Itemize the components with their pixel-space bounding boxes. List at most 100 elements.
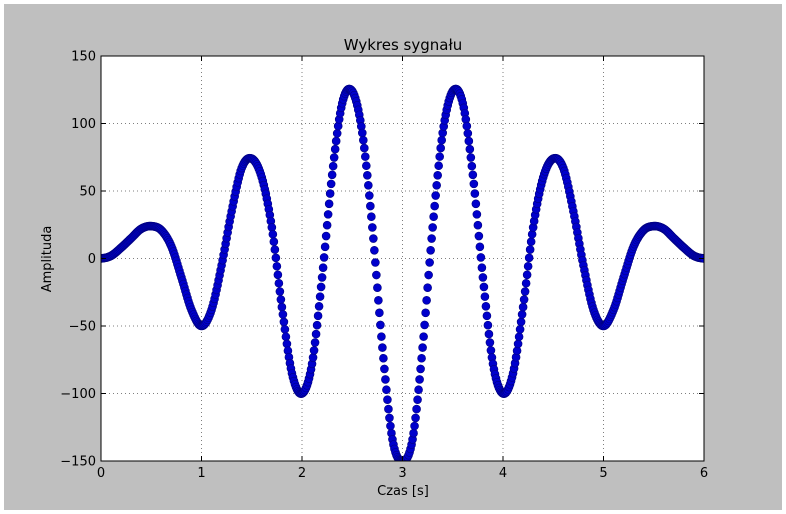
data-point	[476, 253, 486, 262]
data-point	[369, 234, 378, 243]
x-tick-label: 6	[700, 466, 708, 481]
data-point	[482, 311, 492, 321]
data-point	[410, 421, 419, 431]
data-point	[371, 258, 380, 267]
data-point	[376, 320, 385, 330]
data-point	[524, 253, 534, 263]
data-point	[525, 245, 535, 254]
data-point	[418, 343, 427, 352]
data-point	[357, 128, 367, 138]
data-point	[325, 189, 335, 198]
data-point	[313, 311, 323, 321]
data-point	[274, 278, 284, 288]
data-point	[465, 144, 475, 154]
data-point	[279, 317, 289, 327]
data-point	[322, 220, 332, 230]
y-tick-label: 50	[79, 185, 96, 200]
data-point	[526, 237, 536, 246]
y-tick-label: 0	[88, 252, 96, 267]
data-point	[276, 295, 286, 304]
data-point	[479, 282, 489, 292]
data-point	[309, 346, 319, 355]
data-point	[273, 270, 283, 280]
data-point	[319, 253, 329, 262]
data-point	[374, 296, 383, 305]
data-point	[312, 320, 322, 330]
data-point	[275, 287, 285, 296]
data-point	[474, 231, 484, 241]
data-point	[475, 242, 485, 252]
data-point	[463, 129, 473, 138]
data-point	[409, 428, 418, 438]
data-point	[437, 135, 447, 145]
data-point	[321, 231, 331, 241]
data-point	[472, 210, 482, 219]
data-point	[280, 325, 290, 334]
data-point	[434, 161, 443, 171]
data-point	[481, 301, 491, 311]
data-point	[365, 191, 374, 200]
data-point	[314, 301, 324, 311]
data-point	[330, 144, 340, 154]
data-point	[370, 245, 379, 255]
y-tick-label: −50	[69, 320, 96, 335]
x-tick-label: 5	[599, 466, 607, 481]
data-point	[519, 295, 529, 304]
data-point	[426, 245, 435, 255]
y-tick-label: 100	[71, 117, 96, 132]
data-point	[523, 261, 533, 271]
y-axis-label: Amplituda	[40, 226, 55, 293]
data-point	[462, 121, 472, 131]
data-point	[360, 143, 369, 153]
data-point	[324, 199, 334, 209]
data-point	[372, 270, 381, 280]
data-point	[329, 153, 339, 162]
data-point	[468, 170, 478, 180]
data-point	[332, 129, 342, 138]
data-point	[384, 404, 393, 414]
data-point	[420, 320, 429, 330]
data-point	[436, 143, 445, 153]
data-point	[382, 385, 391, 395]
data-point	[419, 332, 428, 341]
data-point	[271, 253, 281, 263]
data-point	[320, 242, 330, 252]
data-point	[361, 152, 370, 161]
data-point	[270, 245, 280, 254]
data-point	[331, 136, 341, 146]
data-point	[422, 296, 431, 305]
y-tick-label: −100	[60, 387, 96, 402]
data-point	[423, 283, 432, 292]
axis-ticks	[100, 55, 705, 462]
data-point	[379, 353, 388, 363]
data-point	[466, 153, 476, 162]
data-point	[480, 292, 490, 301]
data-point	[425, 258, 434, 267]
data-points	[101, 84, 704, 461]
data-point	[381, 375, 390, 384]
data-point	[378, 343, 387, 352]
data-point	[375, 308, 384, 318]
data-point	[515, 325, 525, 334]
x-tick-label: 0	[97, 466, 105, 481]
data-point	[514, 332, 524, 342]
data-point	[485, 338, 495, 347]
y-tick-label: −150	[60, 455, 96, 470]
data-point	[367, 212, 376, 222]
data-point	[413, 395, 422, 404]
x-tick-label: 1	[197, 466, 205, 481]
data-point	[323, 210, 333, 219]
y-tick-labels: 150 100 50 0 −50 −100 −150	[60, 50, 96, 470]
data-point	[477, 263, 487, 272]
data-point	[427, 234, 436, 243]
data-point	[483, 320, 493, 330]
data-point	[415, 375, 424, 384]
x-axis-label: Czas [s]	[377, 484, 429, 499]
data-point	[328, 161, 338, 171]
data-point	[484, 329, 494, 339]
x-tick-label: 2	[298, 466, 306, 481]
data-point	[277, 302, 287, 312]
data-point	[308, 353, 318, 362]
data-point	[467, 161, 477, 171]
